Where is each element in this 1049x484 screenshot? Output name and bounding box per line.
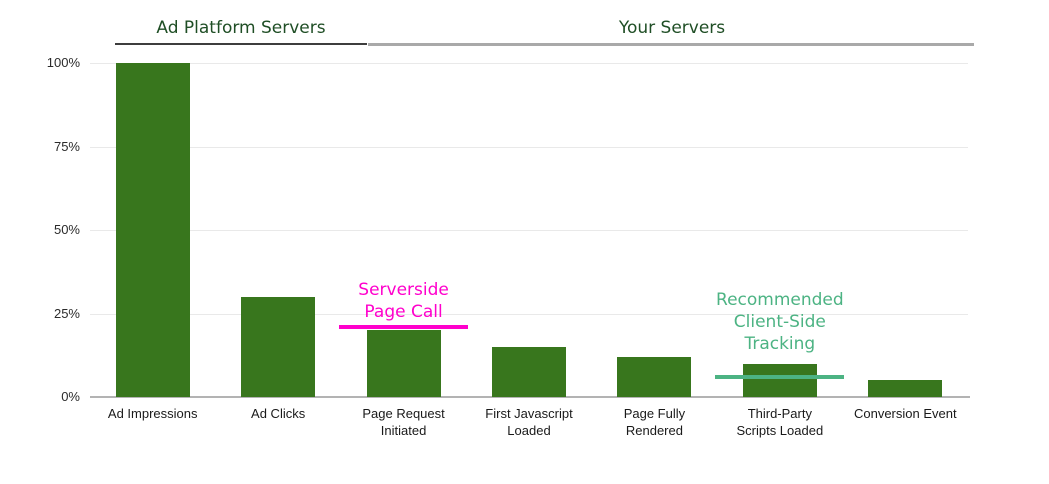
bar-ad-clicks <box>241 296 316 397</box>
x-axis-category-label: Conversion Event <box>835 405 975 422</box>
gridline-50 <box>90 230 968 231</box>
x-axis-category-label: Ad Clicks <box>208 405 348 422</box>
annotation-text-line: Page Call <box>364 302 443 322</box>
annotation-text-serverside-page-call: Serverside Page Call <box>358 279 449 323</box>
x-axis-category-label: Ad Impressions <box>83 405 223 422</box>
x-axis-baseline <box>90 396 970 398</box>
annotation-text-recommended-client-side-tracking: Recommended Client-Side Tracking <box>716 289 844 355</box>
x-axis-category-label-line: Page Request <box>362 406 445 421</box>
bar-conversion-event <box>868 380 943 397</box>
x-axis-category-label: Page Request Initiated <box>334 405 474 439</box>
x-axis-category-label: First Javascript Loaded <box>459 405 599 439</box>
bar-ad-impressions <box>115 63 190 397</box>
x-axis-category-label-line: Loaded <box>507 423 551 438</box>
group-header-ad-platform-servers: Ad Platform Servers <box>156 18 326 38</box>
x-axis-category-label-line: Ad Impressions <box>107 406 198 421</box>
y-axis-tick-label: 50% <box>53 222 80 237</box>
y-axis-tick-label: 100% <box>46 55 80 70</box>
annotation-text-line: Serverside <box>358 280 449 300</box>
annotation-line-client-side <box>715 374 845 379</box>
y-axis-tick-label: 0% <box>61 389 80 404</box>
bar-first-javascript <box>492 346 566 397</box>
x-axis-category-label-line: Ad Clicks <box>251 406 306 421</box>
x-axis-category-label-line: Page Fully <box>623 406 686 421</box>
x-axis-category-label-line: Conversion Event <box>853 406 957 421</box>
x-axis-category-label: Page Fully Rendered <box>584 405 724 439</box>
annotation-text-line: Client-Side <box>733 312 826 332</box>
group-header-underline-ad-platform-servers <box>115 43 367 45</box>
x-axis-category-label-line: Third-Party <box>747 406 812 421</box>
annotation-text-line: Recommended <box>716 290 844 310</box>
x-axis-category-label-line: Initiated <box>380 423 427 438</box>
x-axis-category-label-line: First Javascript <box>485 406 573 421</box>
gridline-100 <box>90 63 968 64</box>
x-axis-category-label-line: Scripts Loaded <box>736 423 824 438</box>
gridline-25 <box>90 313 968 315</box>
group-header-your-servers: Your Servers <box>618 18 726 38</box>
x-axis-category-label-line: Rendered <box>625 423 683 438</box>
bar-page-fully <box>617 356 692 397</box>
x-axis-category-label: Third-Party Scripts Loaded <box>710 405 850 439</box>
gridline-75 <box>90 146 968 148</box>
annotation-text-line: Tracking <box>744 334 816 354</box>
annotation-line-serverside <box>339 324 469 329</box>
y-axis-tick-label: 75% <box>53 138 80 154</box>
y-axis-tick-label: 25% <box>53 305 80 321</box>
group-header-underline-your-servers <box>368 43 974 46</box>
bar-page-request <box>366 330 441 397</box>
bar-third-party <box>742 363 817 397</box>
